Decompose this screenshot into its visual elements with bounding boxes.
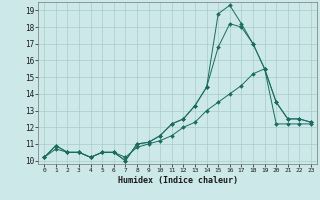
X-axis label: Humidex (Indice chaleur): Humidex (Indice chaleur) [118, 176, 238, 185]
